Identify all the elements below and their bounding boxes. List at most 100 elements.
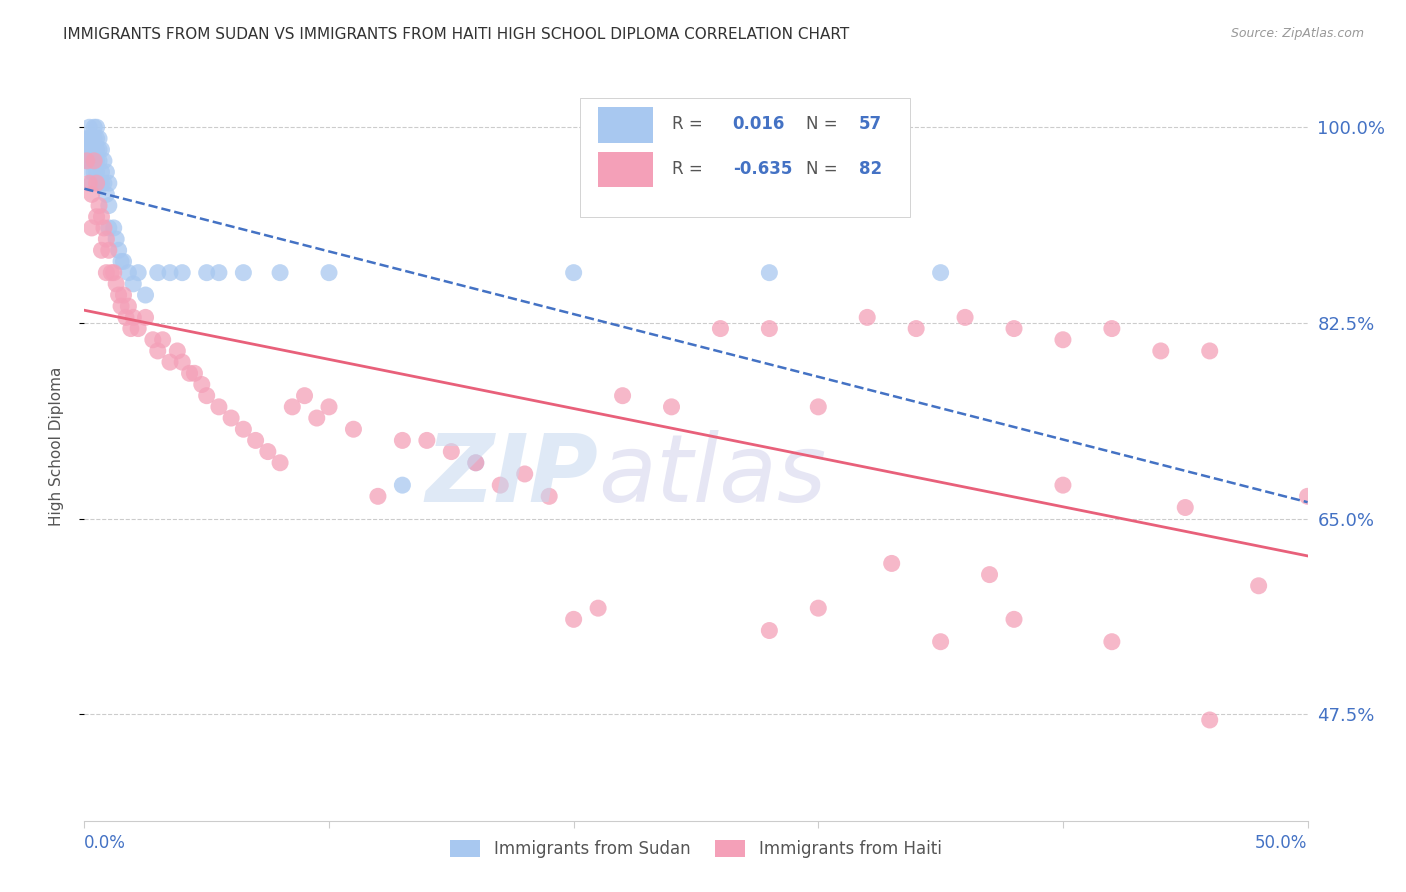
Point xyxy=(86,153,108,168)
Point xyxy=(612,389,634,403)
Point xyxy=(1002,612,1025,626)
Text: 50.0%: 50.0% xyxy=(1256,834,1308,852)
Point xyxy=(269,266,291,280)
Point xyxy=(953,310,976,325)
Point xyxy=(807,601,830,615)
Point xyxy=(159,355,181,369)
Point xyxy=(77,131,100,145)
Point xyxy=(166,343,188,358)
Point xyxy=(245,434,267,448)
Point xyxy=(80,165,103,179)
Point xyxy=(87,143,110,157)
Text: 82: 82 xyxy=(859,160,882,178)
Point xyxy=(96,187,118,202)
Point xyxy=(195,389,218,403)
Point xyxy=(152,333,174,347)
Point xyxy=(709,321,731,335)
Point xyxy=(367,489,389,503)
Point xyxy=(1101,321,1123,335)
Point xyxy=(208,266,231,280)
Text: IMMIGRANTS FROM SUDAN VS IMMIGRANTS FROM HAITI HIGH SCHOOL DIPLOMA CORRELATION C: IMMIGRANTS FROM SUDAN VS IMMIGRANTS FROM… xyxy=(63,27,849,42)
Point xyxy=(117,266,139,280)
Point xyxy=(77,153,100,168)
Point xyxy=(107,288,129,302)
Point xyxy=(146,343,169,358)
Point xyxy=(122,310,145,325)
Point xyxy=(112,254,135,268)
Point xyxy=(87,198,110,212)
Text: ZIP: ZIP xyxy=(425,430,598,522)
Point xyxy=(93,221,115,235)
Point xyxy=(1247,579,1270,593)
Point xyxy=(80,221,103,235)
Point xyxy=(1150,343,1173,358)
Text: 0.0%: 0.0% xyxy=(84,834,127,852)
Point xyxy=(219,411,242,425)
Point xyxy=(127,321,149,335)
Point xyxy=(179,367,201,381)
Point xyxy=(880,557,903,571)
Point xyxy=(80,187,103,202)
Point xyxy=(87,131,110,145)
Point xyxy=(172,355,194,369)
Point xyxy=(90,210,112,224)
Point xyxy=(96,165,118,179)
Point xyxy=(96,232,118,246)
Point xyxy=(172,266,194,280)
Point xyxy=(1002,321,1025,335)
Point xyxy=(80,143,103,157)
Point xyxy=(122,277,145,291)
Point xyxy=(86,176,108,190)
Point xyxy=(77,176,100,190)
Point xyxy=(115,310,138,325)
Point xyxy=(342,422,364,436)
Text: R =: R = xyxy=(672,115,707,133)
Point xyxy=(90,165,112,179)
Point xyxy=(112,288,135,302)
Point xyxy=(80,131,103,145)
Point xyxy=(86,131,108,145)
Point xyxy=(929,634,952,648)
Point xyxy=(107,244,129,258)
Text: R =: R = xyxy=(672,160,707,178)
Point xyxy=(758,266,780,280)
Point xyxy=(208,400,231,414)
Point xyxy=(120,321,142,335)
Text: -0.635: -0.635 xyxy=(733,160,792,178)
Point xyxy=(97,221,120,235)
Point xyxy=(76,143,98,157)
Point xyxy=(77,120,100,135)
Point xyxy=(97,198,120,212)
Point xyxy=(464,456,486,470)
Point xyxy=(1198,343,1220,358)
Point xyxy=(195,266,218,280)
Point xyxy=(391,478,413,492)
Point xyxy=(135,310,157,325)
Point xyxy=(294,389,316,403)
Bar xyxy=(598,106,654,143)
Point xyxy=(83,153,105,168)
Point xyxy=(1052,478,1074,492)
Point xyxy=(86,120,108,135)
Point xyxy=(305,411,328,425)
Text: 0.016: 0.016 xyxy=(733,115,785,133)
Point xyxy=(83,165,105,179)
Point xyxy=(80,176,103,190)
Point xyxy=(318,400,340,414)
Point xyxy=(103,266,125,280)
Point xyxy=(440,444,463,458)
Text: N =: N = xyxy=(806,115,844,133)
Point xyxy=(110,254,132,268)
Point xyxy=(90,176,112,190)
Point xyxy=(929,266,952,280)
Point xyxy=(93,153,115,168)
Text: N =: N = xyxy=(806,160,844,178)
Point xyxy=(86,143,108,157)
Point xyxy=(416,434,439,448)
Point xyxy=(117,299,139,313)
Point xyxy=(464,456,486,470)
Point xyxy=(96,266,118,280)
Point xyxy=(758,321,780,335)
Point xyxy=(86,165,108,179)
Point xyxy=(489,478,512,492)
